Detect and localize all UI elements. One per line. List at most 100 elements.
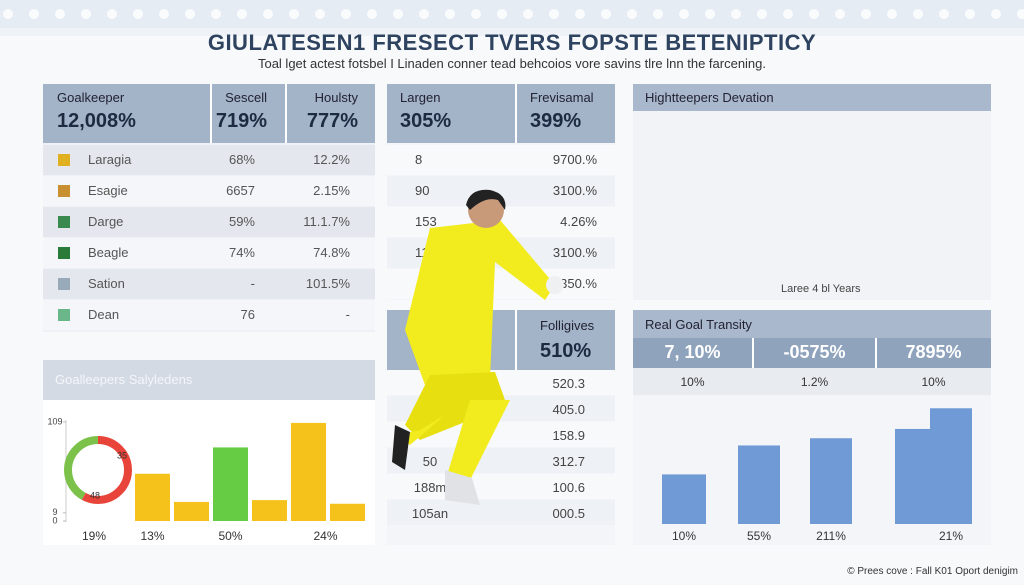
- pattern-dot: [107, 9, 117, 19]
- pattern-dot: [601, 9, 611, 19]
- pattern-dot: [185, 9, 195, 19]
- cell: 8: [415, 152, 423, 167]
- panel-title: Real Goal Transity: [645, 317, 752, 332]
- pattern-dot: [393, 9, 403, 19]
- cell: Esagie: [88, 183, 128, 198]
- row-value: 10%: [680, 375, 705, 389]
- column-divider: [875, 338, 877, 368]
- column-total: 777%: [306, 110, 358, 132]
- table-row: [387, 145, 615, 175]
- cell: 74.8%: [313, 245, 350, 260]
- total-value: -0575%: [783, 342, 846, 362]
- cell: 74%: [228, 245, 255, 260]
- cell: 59%: [228, 214, 255, 229]
- cell: 100.6: [552, 480, 585, 495]
- row-value: 1.2%: [800, 375, 829, 389]
- table-row: [43, 176, 375, 206]
- cell: 3100.%: [552, 183, 597, 198]
- column-divider: [285, 84, 287, 143]
- team-icon: [58, 154, 70, 166]
- pattern-dot: [731, 9, 741, 19]
- pattern-dot: [237, 9, 247, 19]
- pattern-dot: [913, 9, 923, 19]
- pattern-dot: [81, 9, 91, 19]
- pattern-dot: [133, 9, 143, 19]
- pitch-panel: [633, 84, 991, 300]
- cell: 158.9: [552, 428, 585, 443]
- pattern-dot: [263, 9, 273, 19]
- team-icon: [58, 278, 70, 290]
- pattern-dot: [29, 9, 39, 19]
- column-total: 510%: [540, 340, 592, 362]
- cell: 11: [415, 245, 429, 260]
- table-row: [43, 300, 375, 330]
- pattern-dot: [861, 9, 871, 19]
- pattern-dot: [757, 9, 767, 19]
- pattern-dot: [315, 9, 325, 19]
- cell: 9700.%: [552, 152, 597, 167]
- pattern-dot: [471, 9, 481, 19]
- cell: 101.5%: [305, 276, 350, 291]
- column-divider: [515, 84, 517, 143]
- cell: 5: [426, 402, 434, 417]
- pattern-dot: [1017, 9, 1024, 19]
- panel-header: [633, 310, 991, 338]
- column-total: 305%: [400, 110, 452, 132]
- page-subtitle: Toal lget actest fotsbel I Linaden conne…: [257, 56, 767, 71]
- cell: 2.15%: [313, 183, 350, 198]
- cell: -: [345, 307, 350, 322]
- table-row: [387, 500, 615, 525]
- column-header: Houlsty: [314, 90, 358, 105]
- panel-header: [43, 360, 375, 400]
- chart-title: Goalleepers Salyledens: [55, 372, 193, 387]
- total-value: 7895%: [905, 342, 962, 362]
- column-header: Ivey: [460, 318, 484, 333]
- cell: 12.2%: [313, 152, 350, 167]
- pattern-dot: [627, 9, 637, 19]
- cell: Beagle: [88, 245, 129, 260]
- pattern-dot: [445, 9, 455, 19]
- cell: 4.26%: [560, 214, 597, 229]
- team-icon: [58, 216, 70, 228]
- cell: 000.5: [552, 506, 585, 521]
- cell: 90: [415, 183, 430, 198]
- cell: Darge: [88, 214, 124, 229]
- cell: 153: [415, 214, 437, 229]
- table-header: [43, 84, 375, 143]
- pattern-dot: [289, 9, 299, 19]
- pattern-dot: [55, 9, 65, 19]
- cell: 11.1.7%: [303, 214, 350, 229]
- team-icon: [58, 309, 70, 321]
- table-row: [43, 207, 375, 237]
- pattern-dot: [783, 9, 793, 19]
- pattern-dot: [679, 9, 689, 19]
- cell: 3100.%: [552, 245, 597, 260]
- pattern-dot: [341, 9, 351, 19]
- pattern-dot: [497, 9, 507, 19]
- pattern-dot: [367, 9, 377, 19]
- totals-row: [633, 338, 991, 368]
- table-row: [43, 238, 375, 268]
- pattern-dot: [575, 9, 585, 19]
- pattern-dot: [991, 9, 1001, 19]
- cell: 312.7: [552, 454, 585, 469]
- cell: 6657: [226, 183, 255, 198]
- column-header: Sescell: [225, 90, 267, 105]
- pattern-dot: [835, 9, 845, 19]
- team-icon: [58, 247, 70, 259]
- value-row: [633, 368, 991, 395]
- cell: Dean: [88, 307, 120, 322]
- cell: Sation: [88, 276, 125, 291]
- cell: 188m: [413, 480, 447, 495]
- column-total: 12,008%: [57, 110, 136, 132]
- panel-header: [633, 84, 991, 111]
- column-total: 719%: [215, 110, 267, 132]
- cell: Laragia: [88, 152, 132, 167]
- cell: 1: [426, 376, 434, 391]
- pattern-dot: [965, 9, 975, 19]
- pattern-dot: [887, 9, 897, 19]
- pattern-dot: [653, 9, 663, 19]
- pattern-dot: [211, 9, 221, 19]
- top-band-fade: [0, 28, 1024, 36]
